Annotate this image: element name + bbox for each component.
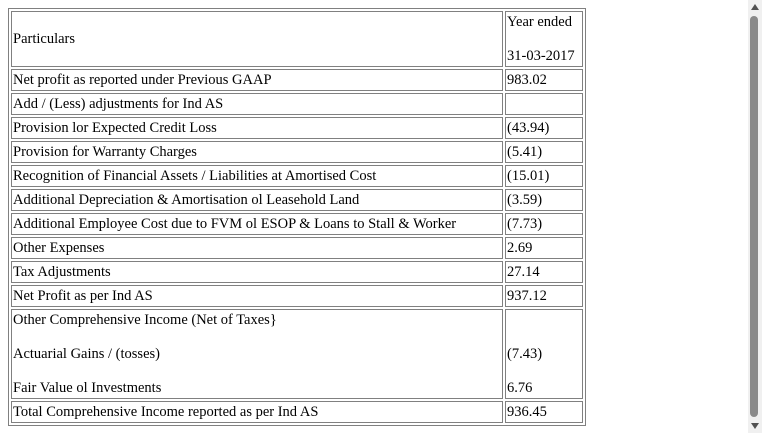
row-value: 983.02 bbox=[505, 69, 583, 91]
oci-row: Other Comprehensive Income (Net of Taxes… bbox=[11, 309, 583, 399]
row-value: (5.41) bbox=[505, 141, 583, 163]
oci-heading: Other Comprehensive Income (Net of Taxes… bbox=[13, 312, 277, 328]
header-particulars: Particulars bbox=[11, 11, 503, 67]
oci-labels: Other Comprehensive Income (Net of Taxes… bbox=[11, 309, 503, 399]
row-value: (43.94) bbox=[505, 117, 583, 139]
header-date: 31-03-2017 bbox=[507, 48, 575, 64]
row-value: (7.73) bbox=[505, 213, 583, 235]
table-row: Additional Employee Cost due to FVM ol E… bbox=[11, 213, 583, 235]
row-label: Provision for Warranty Charges bbox=[11, 141, 503, 163]
table-row: Additional Depreciation & Amortisation o… bbox=[11, 189, 583, 211]
total-label: Total Comprehensive Income reported as p… bbox=[11, 401, 503, 423]
table-row: Tax Adjustments 27.14 bbox=[11, 261, 583, 283]
table-row: Net Profit as per Ind AS 937.12 bbox=[11, 285, 583, 307]
oci-fair-value-value: 6.76 bbox=[507, 380, 533, 396]
header-year-ended: Year ended 31-03-2017 bbox=[505, 11, 583, 67]
total-value: 936.45 bbox=[505, 401, 583, 423]
row-label: Provision lor Expected Credit Loss bbox=[11, 117, 503, 139]
row-value: 27.14 bbox=[505, 261, 583, 283]
table-row: Recognition of Financial Assets / Liabil… bbox=[11, 165, 583, 187]
header-row: Particulars Year ended 31-03-2017 bbox=[11, 11, 583, 67]
row-label: Tax Adjustments bbox=[11, 261, 503, 283]
oci-values: (7.43) 6.76 bbox=[505, 309, 583, 399]
vertical-scrollbar[interactable] bbox=[748, 0, 762, 433]
scroll-up-arrow-icon[interactable] bbox=[751, 4, 759, 10]
row-value: (3.59) bbox=[505, 189, 583, 211]
row-value: 937.12 bbox=[505, 285, 583, 307]
row-value bbox=[505, 93, 583, 115]
table-row: Provision for Warranty Charges (5.41) bbox=[11, 141, 583, 163]
total-row: Total Comprehensive Income reported as p… bbox=[11, 401, 583, 423]
oci-actuarial-label: Actuarial Gains / (tosses) bbox=[13, 346, 160, 362]
row-value: (15.01) bbox=[505, 165, 583, 187]
row-label: Recognition of Financial Assets / Liabil… bbox=[11, 165, 503, 187]
oci-heading-value-blank bbox=[507, 310, 581, 330]
table-row: Net profit as reported under Previous GA… bbox=[11, 69, 583, 91]
table-row: Provision lor Expected Credit Loss (43.9… bbox=[11, 117, 583, 139]
table-row: Other Expenses 2.69 bbox=[11, 237, 583, 259]
oci-fair-value-label: Fair Value ol Investments bbox=[13, 380, 162, 396]
row-label: Net Profit as per Ind AS bbox=[11, 285, 503, 307]
row-label: Net profit as reported under Previous GA… bbox=[11, 69, 503, 91]
row-label: Additional Employee Cost due to FVM ol E… bbox=[11, 213, 503, 235]
header-year-ended-label: Year ended bbox=[507, 14, 572, 30]
oci-actuarial-value: (7.43) bbox=[507, 346, 543, 362]
table-row: Add / (Less) adjustments for Ind AS bbox=[11, 93, 583, 115]
reconciliation-table: Particulars Year ended 31-03-2017 Net pr… bbox=[8, 8, 586, 426]
row-label: Other Expenses bbox=[11, 237, 503, 259]
scroll-thumb[interactable] bbox=[750, 16, 758, 417]
row-label: Additional Depreciation & Amortisation o… bbox=[11, 189, 503, 211]
scroll-down-arrow-icon[interactable] bbox=[751, 423, 759, 429]
row-label: Add / (Less) adjustments for Ind AS bbox=[11, 93, 503, 115]
row-value: 2.69 bbox=[505, 237, 583, 259]
